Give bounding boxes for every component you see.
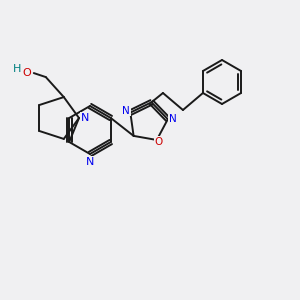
Text: O: O <box>154 137 163 147</box>
Text: N: N <box>169 114 177 124</box>
Text: N: N <box>81 113 89 123</box>
Text: H: H <box>13 64 21 74</box>
Text: O: O <box>22 68 31 78</box>
Text: N: N <box>86 157 94 167</box>
Text: N: N <box>122 106 130 116</box>
